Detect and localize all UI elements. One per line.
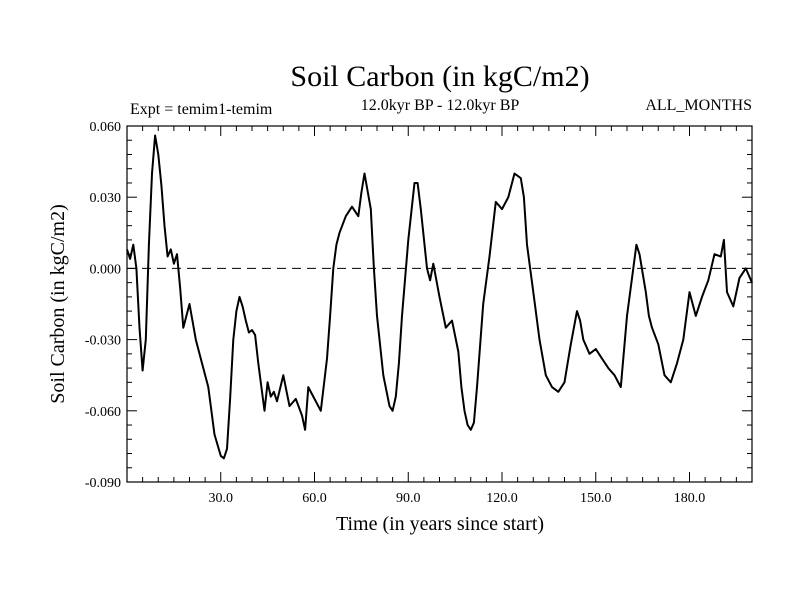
y-tick-label: 0.060 xyxy=(90,120,122,135)
x-tick-label: 60.0 xyxy=(302,491,327,506)
months-label: ALL_MONTHS xyxy=(645,97,752,114)
y-tick-label: -0.060 xyxy=(85,405,121,420)
y-tick-label: 0.030 xyxy=(90,191,122,206)
series-line xyxy=(126,134,753,460)
y-tick-label: 0.000 xyxy=(90,262,122,277)
plot-frame xyxy=(126,125,753,483)
y-tick-label: -0.030 xyxy=(85,334,121,349)
x-axis-label: Time (in years since start) xyxy=(336,513,544,535)
x-tick-label: 30.0 xyxy=(209,491,234,506)
x-tick-label: 90.0 xyxy=(396,491,421,506)
y-tick-label: -0.090 xyxy=(85,476,121,491)
x-tick-label: 120.0 xyxy=(486,491,518,506)
chart-title: Soil Carbon (in kgC/m2) xyxy=(290,60,589,93)
x-tick-label: 150.0 xyxy=(580,491,612,506)
experiment-label: Expt = temim1-temim xyxy=(130,101,273,118)
x-tick-label: 180.0 xyxy=(674,491,706,506)
series-layer xyxy=(126,134,753,460)
axis-ticks: 30.0 60.0 90.0 120.0 150.0 180.0 0.060 0.030 0.0… xyxy=(85,120,752,506)
period-label: 12.0kyr BP - 12.0kyr BP xyxy=(361,97,520,114)
y-axis-label: Soil Carbon (in kgC/m2) xyxy=(47,204,69,403)
